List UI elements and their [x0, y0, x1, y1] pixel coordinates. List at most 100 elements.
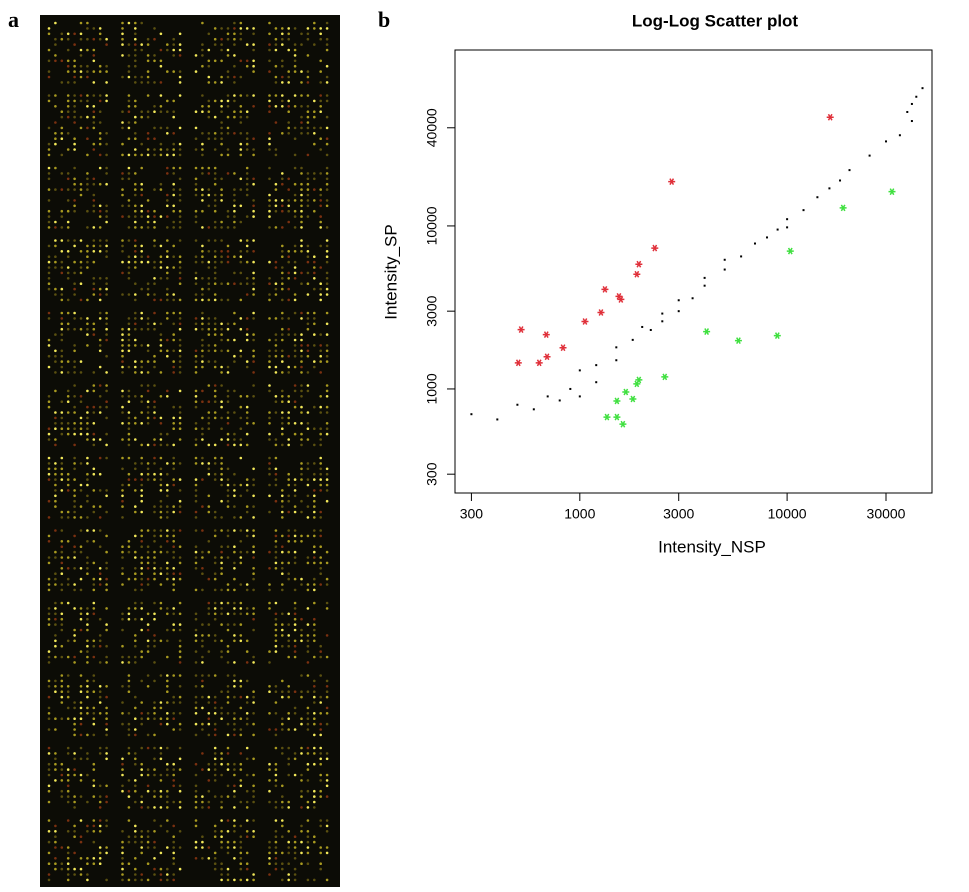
spot [300, 205, 303, 208]
spot [195, 613, 198, 616]
spot [195, 183, 198, 186]
spot [93, 94, 96, 97]
spot [172, 245, 175, 248]
spot [48, 613, 51, 616]
spot [105, 205, 108, 208]
spot [172, 371, 175, 374]
spot [287, 444, 290, 447]
spot [307, 371, 310, 374]
spot [67, 395, 70, 398]
point [803, 209, 805, 211]
point [786, 218, 788, 220]
spot [61, 417, 64, 420]
spot [147, 81, 150, 84]
spot [105, 717, 108, 720]
spot [281, 266, 284, 269]
spot [179, 81, 182, 84]
star-point [840, 205, 847, 211]
spot [172, 785, 175, 788]
spot [275, 38, 278, 41]
spot [233, 578, 236, 581]
spot [220, 468, 223, 471]
spot [208, 81, 211, 84]
spot [268, 873, 271, 876]
spot [179, 417, 182, 420]
spot [147, 148, 150, 151]
spot [220, 572, 223, 575]
spot [140, 76, 143, 79]
spot [201, 261, 204, 264]
spot [140, 511, 143, 514]
spot [220, 484, 223, 487]
spot [172, 323, 175, 326]
spot [287, 774, 290, 777]
spot [166, 795, 169, 798]
spot [128, 734, 131, 737]
spot [287, 317, 290, 320]
spot [214, 266, 217, 269]
spot [268, 148, 271, 151]
spot [275, 105, 278, 108]
spot [275, 556, 278, 559]
spot [307, 172, 310, 175]
spot [307, 344, 310, 347]
spot [160, 215, 163, 218]
spot [214, 516, 217, 519]
spot [153, 613, 156, 616]
spot [195, 328, 198, 331]
spot [313, 495, 316, 498]
spot [153, 806, 156, 809]
spot [252, 272, 255, 275]
spot [319, 411, 322, 414]
spot [252, 350, 255, 353]
spot [67, 489, 70, 492]
spot [294, 154, 297, 157]
spot [172, 457, 175, 460]
spot [179, 556, 182, 559]
spot [73, 433, 76, 436]
spot [294, 852, 297, 855]
spot [73, 65, 76, 68]
spot [140, 535, 143, 538]
spot [105, 390, 108, 393]
spot [99, 384, 102, 387]
spot [240, 143, 243, 146]
spot [147, 674, 150, 677]
spot [147, 551, 150, 554]
spot [233, 323, 236, 326]
spot [153, 602, 156, 605]
spot [208, 717, 211, 720]
spot [93, 763, 96, 766]
spot [326, 583, 329, 586]
spot [208, 137, 211, 140]
spot [140, 288, 143, 291]
spot [54, 221, 57, 224]
spot [208, 317, 211, 320]
spot [73, 360, 76, 363]
spot [73, 717, 76, 720]
spot [48, 685, 51, 688]
spot [93, 371, 96, 374]
spot [246, 333, 249, 336]
spot [73, 94, 76, 97]
spot [307, 661, 310, 664]
spot [147, 261, 150, 264]
spot [300, 221, 303, 224]
spot [134, 640, 137, 643]
star-point [629, 396, 636, 402]
spot [208, 360, 211, 363]
spot [179, 478, 182, 481]
spot [227, 433, 230, 436]
spot [61, 478, 64, 481]
spot [80, 433, 83, 436]
spot [99, 33, 102, 36]
spot [208, 495, 211, 498]
spot [172, 148, 175, 151]
spot [61, 846, 64, 849]
spot [240, 529, 243, 532]
spot [326, 685, 329, 688]
spot [227, 747, 230, 750]
spot [99, 529, 102, 532]
spot [281, 250, 284, 253]
spot [287, 127, 290, 130]
